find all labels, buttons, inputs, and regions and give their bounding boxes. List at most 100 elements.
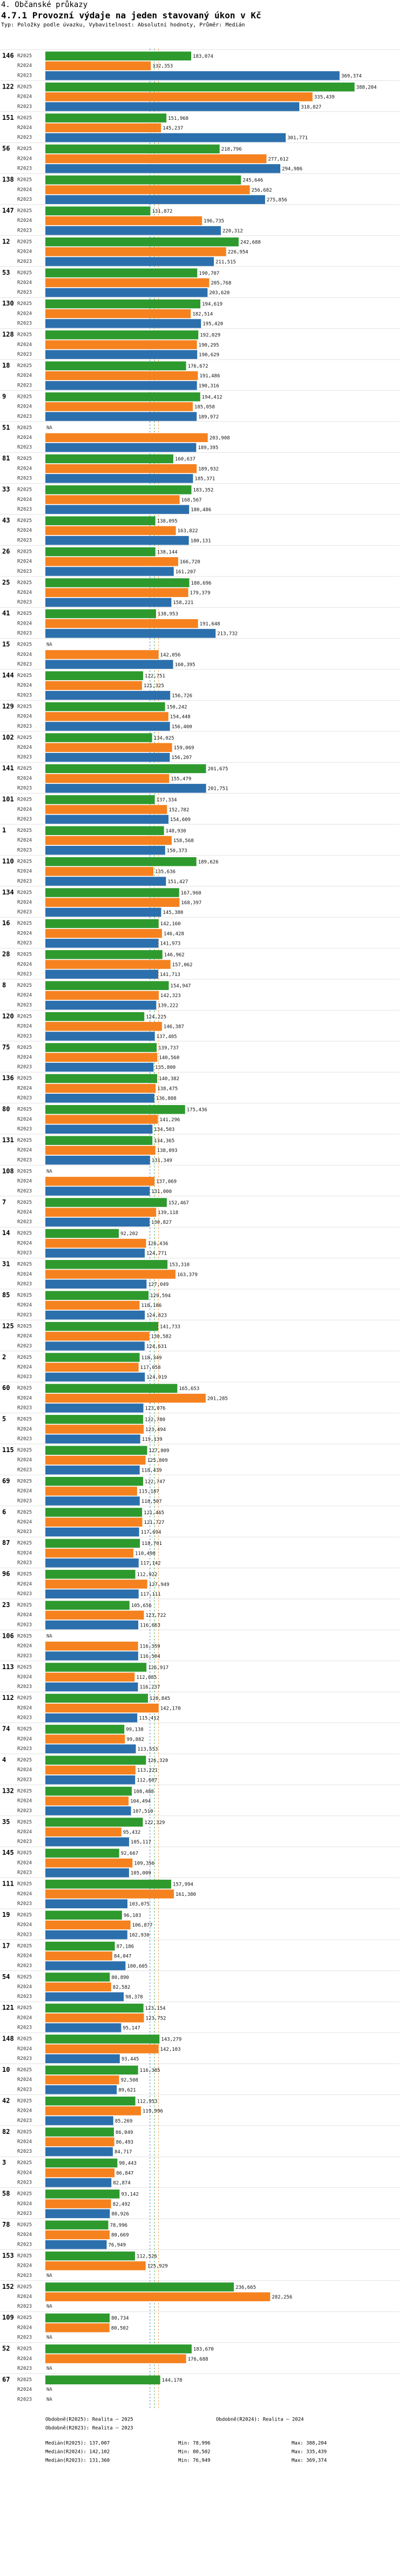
- bar-value-label: 150,373: [167, 848, 187, 853]
- series-label: R2025: [17, 456, 32, 462]
- bar-r2025: [45, 1229, 119, 1238]
- group-label: 136: [2, 1074, 14, 1082]
- bar-r2025: [45, 981, 169, 990]
- bar-value-label: 122,780: [145, 1418, 165, 1423]
- bar-r2024: [45, 2106, 141, 2116]
- bar-r2023: [45, 1527, 139, 1537]
- bar-value-label: 151,427: [167, 879, 188, 885]
- series-label: R2024: [17, 1892, 32, 1897]
- bar-value-label: 294,986: [282, 167, 302, 172]
- series-label: R2024: [17, 1086, 32, 1091]
- bar-r2024: [45, 1115, 158, 1124]
- series-label: R2025: [17, 239, 32, 245]
- series-label: R2024: [17, 838, 32, 843]
- bar-r2023: [45, 1249, 145, 1258]
- series-label: R2024: [17, 1117, 32, 1122]
- bar-value-label: 190,295: [199, 343, 219, 348]
- series-label: R2024: [17, 63, 32, 69]
- bar-value-label: 112,922: [137, 1572, 158, 1578]
- series-label: R2023: [17, 2025, 32, 2031]
- series-label: R2024: [17, 2325, 32, 2330]
- series-label: R2024: [17, 745, 32, 750]
- series-label: R2024: [17, 2046, 32, 2052]
- series-label: R2023: [17, 1499, 32, 1504]
- series-label: R2024: [17, 2232, 32, 2238]
- bar-value-label: 119,996: [143, 2109, 163, 2114]
- series-label: R2024: [17, 1705, 32, 1711]
- bar-r2024: [45, 2292, 271, 2301]
- bar-value-label: 135,800: [155, 1065, 176, 1070]
- bar-value-label: 131,000: [151, 1189, 172, 1195]
- series-label: R2025: [17, 1665, 32, 1670]
- series-label: R2025: [17, 611, 32, 616]
- stats-entry: Medián(R2025): 137,007: [45, 2441, 110, 2446]
- series-label: R2023: [17, 538, 32, 543]
- bar-r2025: [45, 1136, 153, 1145]
- series-label: R2024: [17, 900, 32, 905]
- series-label: R2024: [17, 1365, 32, 1370]
- series-label: R2024: [17, 1860, 32, 1866]
- bar-r2025: [45, 1601, 130, 1610]
- group-label: 111: [2, 1880, 14, 1888]
- bar-r2023: [45, 535, 189, 545]
- bar-r2024: [45, 526, 176, 535]
- series-label: R2025: [17, 735, 32, 741]
- legend-entry: Obdobně(R2023): Realita – 2023: [45, 2425, 133, 2431]
- series-label: R2025: [17, 952, 32, 958]
- series-label: R2023: [17, 2273, 32, 2279]
- bar-r2023: [45, 1806, 131, 1815]
- series-label: R2024: [17, 621, 32, 626]
- series-label: R2025: [17, 1820, 32, 1825]
- bar-value-label: 189,395: [198, 445, 218, 451]
- series-label: R2025: [17, 1758, 32, 1763]
- bar-value-label: 166,720: [180, 560, 200, 565]
- series-label: R2025: [17, 116, 32, 121]
- bar-r2025: [45, 2282, 234, 2292]
- bar-r2023: [45, 1744, 136, 1753]
- series-label: R2023: [17, 259, 32, 265]
- bar-value-label: 180,696: [191, 581, 212, 586]
- series-label: R2024: [17, 1334, 32, 1339]
- series-label: R2023: [17, 1839, 32, 1845]
- bar-value-label: 142,056: [160, 653, 181, 658]
- series-label: R2025: [17, 1913, 32, 1918]
- bar-r2023: [45, 1404, 144, 1413]
- bar-r2025: [45, 1693, 148, 1703]
- series-label: R2023: [17, 1034, 32, 1039]
- bar-value-label: 125,809: [147, 1458, 168, 1463]
- series-label: R2023: [17, 166, 32, 172]
- bar-r2023: [45, 2147, 113, 2157]
- bar-r2024: [45, 898, 180, 907]
- series-label: R2023: [17, 1312, 32, 1318]
- bar-r2023: [45, 1558, 139, 1568]
- series-label: R2024: [17, 497, 32, 503]
- series-label: R2025: [17, 2067, 32, 2073]
- bar-value-label: 141,713: [160, 972, 180, 978]
- bar-r2025: [45, 1570, 136, 1579]
- bar-r2024: [45, 1548, 133, 1558]
- series-label: R2023: [17, 321, 32, 327]
- bar-r2023: [45, 2054, 120, 2063]
- bar-r2025: [45, 2003, 144, 2013]
- series-label: R2024: [17, 1024, 32, 1029]
- series-label: R2025: [17, 2037, 32, 2042]
- group-label: 3: [2, 2159, 6, 2166]
- series-label: R2024: [17, 2201, 32, 2207]
- bar-r2023: [45, 1155, 150, 1165]
- bar-r2024: [45, 495, 180, 504]
- group-label: 74: [2, 1725, 10, 1733]
- bar-value-label: 139,737: [158, 1046, 179, 1051]
- bar-value-label: 167,960: [181, 891, 201, 896]
- bar-value-label: 123,494: [145, 1427, 166, 1433]
- bar-value-label: 129,594: [150, 1293, 171, 1299]
- series-label: R2024: [17, 2109, 32, 2114]
- group-label: 35: [2, 1818, 10, 1826]
- group-label: 80: [2, 1106, 10, 1113]
- bar-r2024: [45, 1517, 143, 1527]
- group-label: 5: [2, 1415, 6, 1423]
- bar-value-label: 93,142: [121, 2192, 139, 2198]
- series-label: R2024: [17, 1675, 32, 1680]
- bar-value-label: 154,947: [171, 984, 191, 989]
- bar-r2024: [45, 1487, 137, 1496]
- bar-value-label: 93,445: [122, 2057, 139, 2062]
